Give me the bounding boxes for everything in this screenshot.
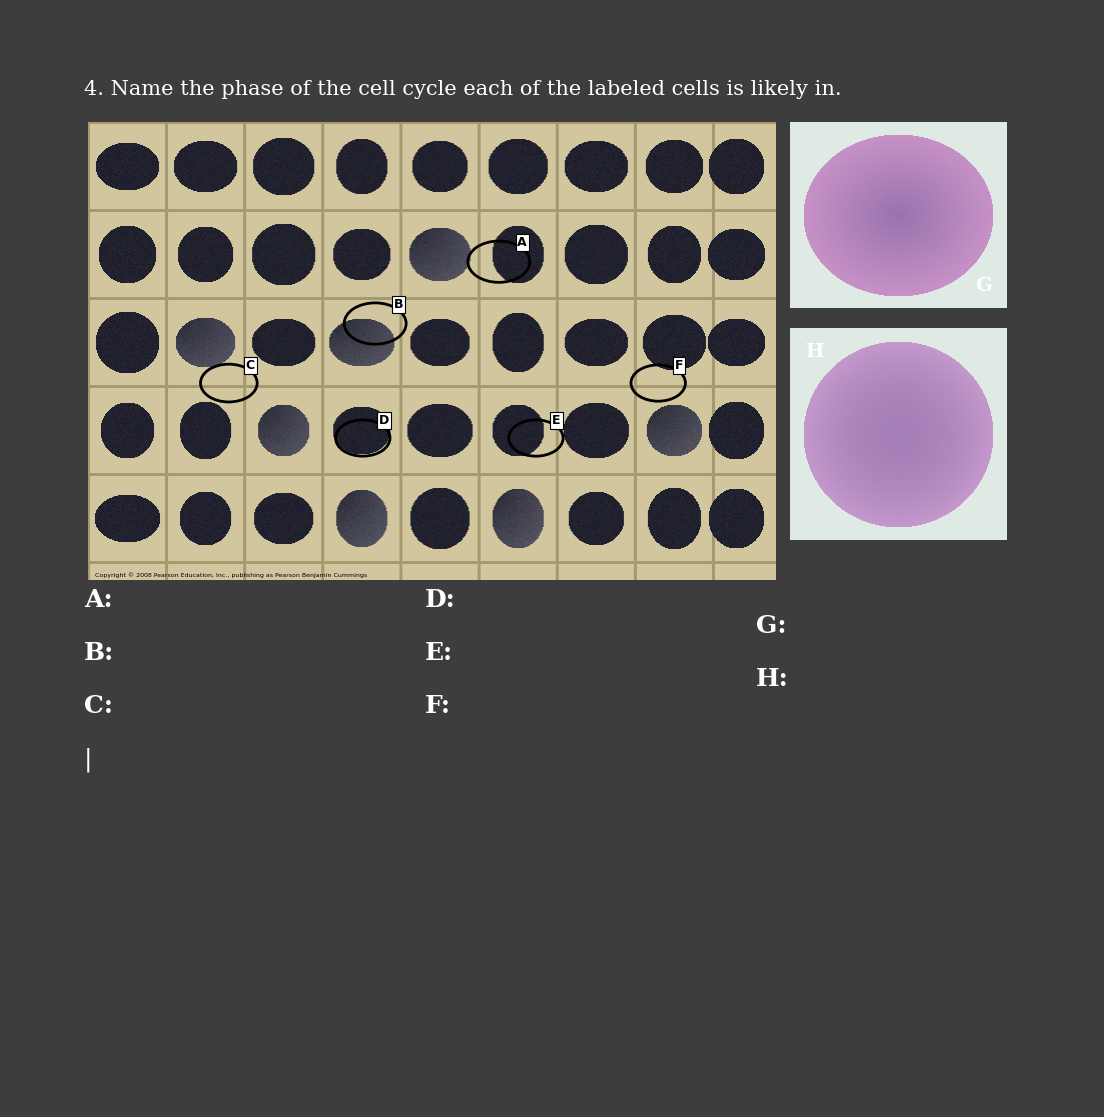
Text: G: G [975, 277, 991, 295]
Text: D:: D: [425, 588, 456, 612]
Text: E: E [552, 414, 561, 427]
Text: G:: G: [756, 613, 787, 638]
Text: Copyright © 2008 Pearson Education, Inc., publishing as Pearson Benjamin Cumming: Copyright © 2008 Pearson Education, Inc.… [95, 572, 367, 577]
Text: 4. Name the phase of the cell cycle each of the labeled cells is likely in.: 4. Name the phase of the cell cycle each… [84, 80, 841, 99]
Text: D: D [379, 414, 390, 427]
Text: B:: B: [84, 641, 114, 666]
Text: H: H [805, 343, 824, 361]
Text: B: B [394, 298, 403, 312]
Text: |: | [84, 747, 93, 772]
Text: C: C [246, 359, 255, 372]
Text: H:: H: [756, 667, 789, 691]
Text: F: F [675, 360, 683, 372]
Text: A:: A: [84, 588, 113, 612]
Text: E:: E: [425, 641, 453, 666]
Text: F:: F: [425, 694, 452, 718]
Text: A: A [518, 237, 527, 249]
Text: C:: C: [84, 694, 113, 718]
